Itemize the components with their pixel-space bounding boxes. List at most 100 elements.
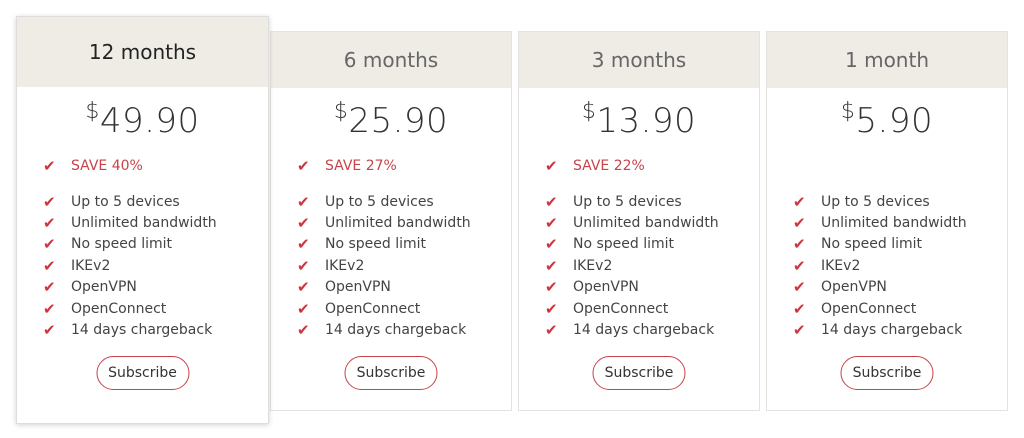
check-icon: ✔ — [297, 278, 310, 297]
feature-label: IKEv2 — [71, 257, 111, 274]
feature-label: Unlimited bandwidth — [71, 215, 217, 232]
feature-label: Up to 5 devices — [573, 193, 682, 210]
feature-label: OpenConnect — [573, 300, 669, 317]
feature-item: ✔ Up to 5 devices — [297, 191, 471, 212]
check-icon: ✔ — [545, 321, 558, 340]
check-icon: ✔ — [297, 299, 310, 318]
pricing-card: 6 months $25.90 ✔ SAVE 27% ✔ Up to 5 devic… — [270, 31, 512, 411]
feature-item: ✔ IKEv2 — [545, 255, 719, 276]
save-badge: ✔ SAVE 22% — [545, 157, 645, 175]
check-icon: ✔ — [43, 278, 56, 297]
plan-header: 6 months — [271, 32, 511, 88]
feature-label: Unlimited bandwidth — [821, 215, 967, 232]
save-badge: ✔ SAVE 40% — [43, 157, 143, 175]
plan-price: $5.90 — [767, 99, 1007, 141]
feature-label: No speed limit — [325, 236, 427, 253]
check-icon: ✔ — [43, 299, 56, 318]
save-badge: ✔ SAVE 27% — [297, 157, 397, 175]
check-icon: ✔ — [545, 256, 558, 275]
price-amount: 5.90 — [855, 101, 934, 141]
subscribe-button[interactable]: Subscribe — [592, 356, 686, 390]
feature-item: ✔ Unlimited bandwidth — [297, 212, 471, 233]
feature-item: ✔ OpenVPN — [545, 277, 719, 298]
save-label: SAVE 27% — [325, 158, 397, 174]
check-icon: ✔ — [297, 235, 310, 254]
feature-label: OpenConnect — [71, 300, 167, 317]
check-icon: ✔ — [43, 235, 56, 254]
subscribe-button[interactable]: Subscribe — [96, 356, 189, 390]
feature-label: No speed limit — [821, 236, 923, 253]
feature-item: ✔ OpenConnect — [43, 298, 217, 319]
plan-title: 1 month — [845, 48, 929, 72]
feature-list: ✔ Up to 5 devices ✔ Unlimited bandwidth ✔ No … — [297, 191, 471, 341]
feature-item: ✔ OpenVPN — [43, 277, 217, 298]
feature-item: ✔ Unlimited bandwidth — [43, 212, 217, 233]
check-icon: ✔ — [545, 157, 558, 175]
feature-item: ✔ IKEv2 — [793, 255, 967, 276]
check-icon: ✔ — [793, 321, 806, 340]
feature-item: ✔ OpenConnect — [793, 298, 967, 319]
feature-label: OpenVPN — [71, 279, 137, 296]
feature-label: OpenVPN — [821, 279, 887, 296]
feature-list: ✔ Up to 5 devices ✔ Unlimited bandwidth ✔ No … — [43, 191, 217, 341]
feature-label: No speed limit — [71, 236, 173, 253]
feature-item: ✔ No speed limit — [43, 234, 217, 255]
feature-item: ✔ OpenVPN — [793, 277, 967, 298]
check-icon: ✔ — [545, 299, 558, 318]
check-icon: ✔ — [545, 278, 558, 297]
subscribe-button[interactable]: Subscribe — [344, 356, 438, 390]
feature-label: 14 days chargeback — [325, 322, 467, 339]
plan-title: 3 months — [591, 48, 687, 72]
check-icon: ✔ — [297, 256, 310, 275]
feature-item: ✔ IKEv2 — [43, 255, 217, 276]
check-icon: ✔ — [793, 299, 806, 318]
feature-item: ✔ 14 days chargeback — [297, 319, 471, 340]
check-icon: ✔ — [43, 157, 56, 175]
check-icon: ✔ — [545, 214, 558, 233]
plan-header: 3 months — [519, 32, 759, 88]
feature-label: Unlimited bandwidth — [325, 215, 471, 232]
check-icon: ✔ — [297, 214, 310, 233]
save-label: SAVE 22% — [573, 158, 645, 174]
price-amount: 25.90 — [348, 101, 449, 141]
plan-title: 12 months — [88, 40, 197, 64]
feature-label: 14 days chargeback — [71, 322, 213, 339]
currency-symbol: $ — [840, 99, 856, 124]
plan-price: $25.90 — [271, 99, 511, 141]
check-icon: ✔ — [793, 278, 806, 297]
currency-symbol: $ — [581, 99, 597, 124]
feature-item: ✔ OpenConnect — [545, 298, 719, 319]
feature-item: ✔ Up to 5 devices — [793, 191, 967, 212]
subscribe-button[interactable]: Subscribe — [840, 356, 934, 390]
plan-price: $49.90 — [17, 99, 268, 141]
feature-label: IKEv2 — [325, 257, 365, 274]
plan-header: 12 months — [17, 17, 268, 87]
currency-symbol: $ — [85, 99, 100, 124]
feature-label: 14 days chargeback — [573, 322, 715, 339]
check-icon: ✔ — [545, 192, 558, 211]
feature-label: 14 days chargeback — [821, 322, 963, 339]
check-icon: ✔ — [43, 256, 56, 275]
feature-item: ✔ Up to 5 devices — [545, 191, 719, 212]
feature-label: OpenConnect — [325, 300, 421, 317]
feature-item: ✔ IKEv2 — [297, 255, 471, 276]
plan-header: 1 month — [767, 32, 1007, 88]
currency-symbol: $ — [333, 99, 349, 124]
check-icon: ✔ — [297, 157, 310, 175]
feature-label: OpenConnect — [821, 300, 917, 317]
feature-list: ✔ Up to 5 devices ✔ Unlimited bandwidth ✔ No … — [545, 191, 719, 341]
check-icon: ✔ — [793, 235, 806, 254]
price-amount: 13.90 — [596, 101, 697, 141]
feature-label: IKEv2 — [573, 257, 613, 274]
feature-item: ✔ Unlimited bandwidth — [793, 212, 967, 233]
pricing-card: 1 month $5.90 ✔ Up to 5 devices ✔ Unlimited… — [766, 31, 1008, 411]
feature-label: Unlimited bandwidth — [573, 215, 719, 232]
plan-price: $13.90 — [519, 99, 759, 141]
feature-label: OpenVPN — [325, 279, 391, 296]
check-icon: ✔ — [793, 192, 806, 211]
save-label: SAVE 40% — [71, 158, 143, 174]
check-icon: ✔ — [43, 192, 56, 211]
feature-list: ✔ Up to 5 devices ✔ Unlimited bandwidth ✔ No … — [793, 191, 967, 341]
feature-item: ✔ Unlimited bandwidth — [545, 212, 719, 233]
feature-label: Up to 5 devices — [821, 193, 930, 210]
